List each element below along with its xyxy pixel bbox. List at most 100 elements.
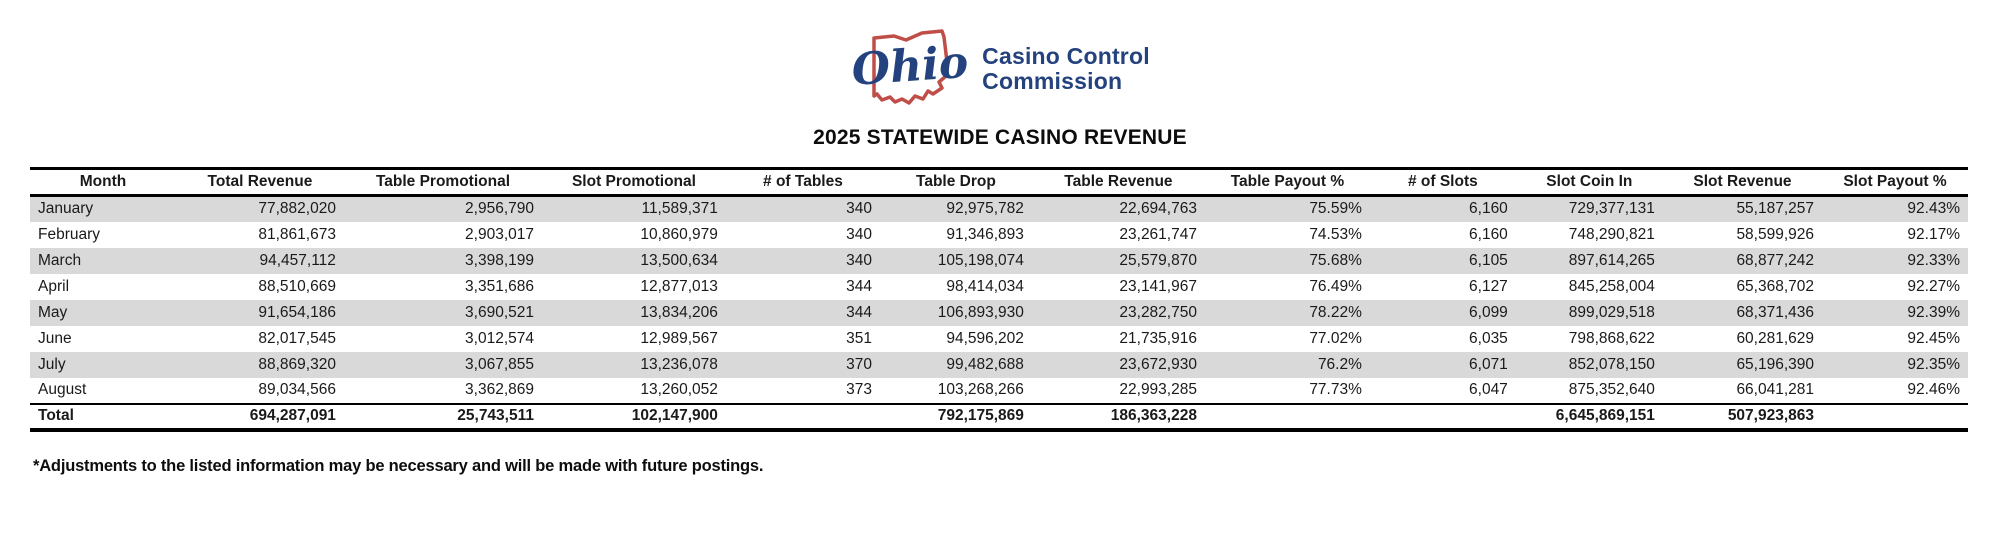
table-header-row: Month Total Revenue Table Promotional Slot … (30, 167, 1968, 197)
column-header: Total Revenue (175, 167, 344, 197)
value-cell: 106,893,930 (937, 303, 1024, 321)
value-cell: 103,268,266 (937, 381, 1024, 398)
value-cell: 81,861,673 (258, 225, 336, 243)
value-cell: 798,868,622 (1568, 329, 1655, 347)
value-cell: 6,099 (1469, 303, 1508, 321)
ohio-state-outline-icon (872, 29, 949, 105)
value-cell: 729,377,131 (1568, 200, 1655, 218)
value-cell: 77.73% (1309, 381, 1362, 398)
value-cell: 13,236,078 (640, 355, 718, 373)
total-label-cell: Total (30, 402, 176, 432)
value-cell: 12,877,013 (640, 277, 718, 295)
value-cell: 6,071 (1469, 355, 1508, 373)
value-cell: 77.02% (1309, 329, 1362, 347)
column-header: Table Drop (879, 167, 1032, 197)
table-row: April 88,510,669 3,351,686 12,877,013 344 98,… (30, 274, 1968, 300)
column-header: Table Promotional (343, 167, 542, 197)
value-cell: 6,160 (1469, 200, 1508, 218)
column-header: Slot Coin In (1515, 167, 1663, 197)
value-cell: 6,160 (1469, 225, 1508, 243)
value-cell: 22,694,763 (1119, 200, 1197, 218)
value-cell: 92.39% (1907, 303, 1960, 321)
total-value-cell: 186,363,228 (1031, 402, 1205, 432)
value-cell: 92.27% (1907, 277, 1960, 295)
value-cell: 25,579,870 (1119, 251, 1197, 269)
value-cell: 6,035 (1469, 329, 1508, 347)
adjustments-footnote: *Adjustments to the listed information m… (33, 456, 764, 475)
value-cell: 373 (846, 381, 872, 398)
revenue-table: Month Total Revenue Table Promotional Slot … (30, 167, 1968, 432)
value-cell: 68,371,436 (1736, 303, 1815, 321)
value-cell: 91,654,186 (258, 303, 336, 321)
value-cell: 10,860,979 (640, 225, 718, 243)
month-cell: March (38, 251, 82, 269)
value-cell: 92.35% (1907, 355, 1960, 373)
total-value-cell (1822, 402, 1968, 432)
value-cell: 58,599,926 (1736, 225, 1815, 243)
value-cell: 6,047 (1469, 381, 1508, 398)
revenue-table-container: Month Total Revenue Table Promotional Slot … (30, 167, 1968, 432)
total-value-cell: 102,147,900 (542, 402, 726, 432)
column-header: Table Payout % (1204, 167, 1370, 197)
value-cell: 13,260,052 (640, 381, 718, 398)
value-cell: 2,956,790 (465, 200, 534, 218)
value-cell: 21,735,916 (1119, 329, 1197, 347)
value-cell: 92.46% (1907, 381, 1960, 398)
value-cell: 60,281,629 (1736, 329, 1815, 347)
month-cell: February (38, 225, 101, 243)
column-header: Table Revenue (1031, 167, 1205, 197)
column-header: Month (30, 167, 176, 197)
value-cell: 23,261,747 (1119, 225, 1197, 243)
month-cell: May (38, 303, 68, 321)
value-cell: 3,067,855 (465, 355, 534, 373)
value-cell: 92.17% (1907, 225, 1960, 243)
value-cell: 340 (846, 225, 872, 243)
value-cell: 11,589,371 (641, 200, 718, 218)
value-cell: 89,034,566 (258, 381, 336, 398)
page-title: 2025 STATEWIDE CASINO REVENUE (813, 126, 1187, 149)
value-cell: 92.45% (1907, 329, 1960, 347)
value-cell: 98,414,034 (946, 277, 1024, 295)
value-cell: 875,352,640 (1568, 381, 1655, 398)
value-cell: 3,362,869 (465, 381, 534, 398)
value-cell: 12,989,567 (640, 329, 718, 347)
value-cell: 22,993,285 (1119, 381, 1197, 398)
value-cell: 65,196,390 (1736, 355, 1815, 373)
total-value-cell: 694,287,091 (175, 402, 344, 432)
month-cell: August (38, 381, 87, 398)
column-header: Slot Revenue (1662, 167, 1823, 197)
table-row: February 81,861,673 2,903,017 10,860,979 340… (30, 222, 1968, 248)
table-row: May 91,654,186 3,690,521 13,834,206 344 106,8… (30, 299, 1968, 326)
total-value-cell (1369, 402, 1516, 432)
value-cell: 74.53% (1309, 225, 1362, 243)
value-cell: 66,041,281 (1736, 381, 1815, 398)
value-cell: 3,351,686 (465, 277, 534, 295)
value-cell: 13,834,206 (640, 303, 718, 321)
value-cell: 344 (846, 277, 872, 295)
month-cell: June (38, 329, 72, 347)
value-cell: 852,078,150 (1568, 355, 1655, 373)
column-header: # of Slots (1369, 167, 1516, 197)
value-cell: 68,877,242 (1736, 251, 1815, 269)
total-value-cell: 792,175,869 (879, 402, 1032, 432)
table-row: July 88,869,320 3,067,855 13,236,078 370 99,4… (30, 351, 1968, 378)
month-cell: January (38, 200, 94, 218)
value-cell: 94,457,112 (259, 251, 336, 269)
value-cell: 748,290,821 (1568, 225, 1655, 243)
total-row: Total 694,287,091 25,743,511 102,147,900 792… (30, 402, 1968, 432)
value-cell: 92,975,782 (946, 200, 1024, 218)
value-cell: 78.22% (1309, 303, 1362, 321)
value-cell: 3,398,199 (465, 251, 534, 269)
column-header: # of Tables (725, 167, 880, 197)
value-cell: 340 (846, 200, 872, 218)
value-cell: 13,500,634 (640, 251, 718, 269)
value-cell: 6,105 (1469, 251, 1508, 269)
value-cell: 3,012,574 (465, 329, 534, 347)
value-cell: 23,141,967 (1119, 277, 1197, 295)
total-value-cell (725, 402, 880, 432)
value-cell: 340 (846, 251, 872, 269)
value-cell: 76.49% (1309, 277, 1362, 295)
column-header: Slot Payout % (1822, 167, 1968, 197)
value-cell: 23,282,750 (1119, 303, 1197, 321)
